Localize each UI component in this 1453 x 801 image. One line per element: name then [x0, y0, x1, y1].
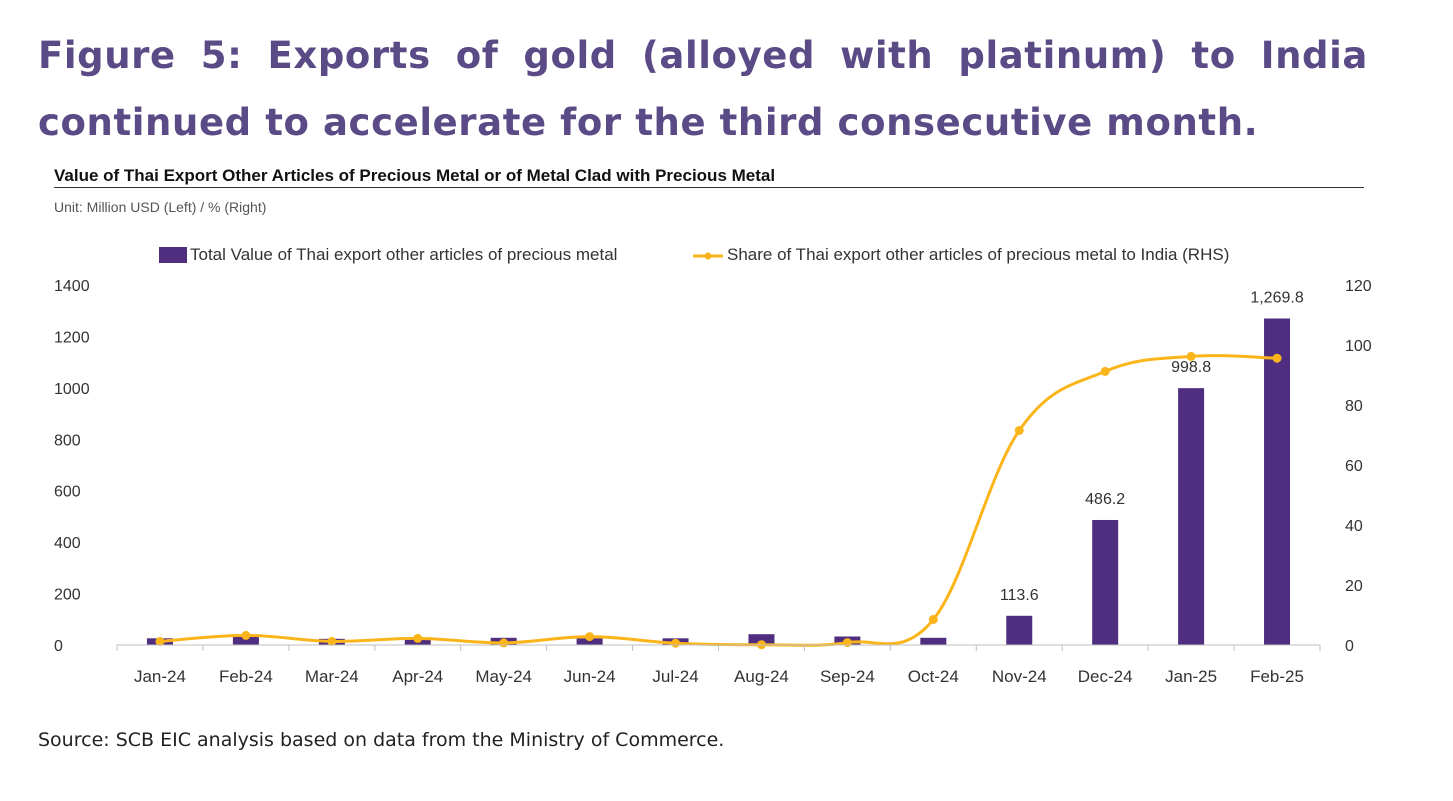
bar	[576, 638, 603, 645]
bar	[920, 637, 947, 645]
right-axis: 0 20 40 60 80 100 120	[1345, 278, 1372, 655]
line-point	[155, 636, 165, 646]
source-note: Source: SCB EIC analysis based on data f…	[38, 729, 725, 751]
right-tick-label: 60	[1345, 458, 1363, 475]
chart-title: Value of Thai Export Other Articles of P…	[54, 166, 776, 185]
x-tick-label: Aug-24	[734, 667, 789, 686]
line-point	[499, 638, 509, 648]
data-labels: 113.6 486.2 998.8 1,269.8	[1000, 289, 1304, 603]
left-tick-label: 1400	[54, 278, 90, 295]
legend: Total Value of Thai export other article…	[159, 245, 1229, 264]
line-point	[327, 636, 337, 646]
bar-value-label: 486.2	[1085, 491, 1125, 508]
x-tick-label: Apr-24	[392, 667, 443, 686]
bar-value-label: 1,269.8	[1250, 289, 1303, 306]
bar-value-label: 998.8	[1171, 359, 1211, 376]
x-tick-label: Sep-24	[820, 667, 875, 686]
x-tick-label: May-24	[475, 667, 532, 686]
right-tick-label: 120	[1345, 278, 1372, 295]
left-axis: 0 200 400 600 800 1000 1200 1400	[54, 278, 90, 655]
left-tick-label: 1200	[54, 329, 90, 346]
title-divider	[54, 187, 1364, 188]
x-tick-label: Mar-24	[305, 667, 359, 686]
x-tick-label: Jun-24	[564, 667, 616, 686]
x-axis: Jan-24 Feb-24 Mar-24 Apr-24 May-24 Jun-24 Jul-…	[116, 644, 1321, 686]
right-tick-label: 100	[1345, 338, 1372, 355]
line-point	[928, 615, 938, 624]
x-tick-label: Nov-24	[992, 667, 1047, 686]
left-tick-label: 0	[54, 638, 63, 655]
left-tick-label: 200	[54, 587, 81, 604]
right-tick-label: 40	[1345, 518, 1363, 535]
legend-line-marker	[704, 252, 712, 260]
x-tick-label: Feb-25	[1250, 667, 1304, 686]
combo-chart: Total Value of Thai export other article…	[54, 245, 1372, 686]
line-point	[1014, 426, 1024, 435]
left-tick-label: 400	[54, 535, 81, 552]
line-point	[585, 632, 595, 642]
bar	[748, 634, 775, 645]
right-tick-label: 80	[1345, 398, 1363, 415]
line-point	[1272, 353, 1282, 363]
unit-label: Unit: Million USD (Left) / % (Right)	[54, 199, 267, 215]
line-point	[842, 638, 852, 648]
bar	[1092, 519, 1119, 645]
x-tick-label: Jan-24	[134, 667, 186, 686]
x-tick-label: Jan-25	[1165, 667, 1217, 686]
bar	[1178, 388, 1205, 645]
right-tick-label: 0	[1345, 638, 1354, 655]
bar	[232, 636, 259, 645]
x-tick-label: Dec-24	[1078, 667, 1133, 686]
line-point	[1186, 351, 1196, 361]
left-tick-label: 1000	[54, 381, 90, 398]
figure-title: Figure 5: Exports of gold (alloyed with …	[38, 34, 1368, 144]
legend-line-label: Share of Thai export other articles of p…	[727, 245, 1229, 264]
right-tick-label: 20	[1345, 578, 1363, 595]
left-tick-label: 600	[54, 484, 81, 501]
bar-series	[146, 318, 1291, 645]
x-tick-label: Feb-24	[219, 667, 273, 686]
line-point	[671, 638, 681, 648]
x-tick-label: Jul-24	[652, 667, 698, 686]
bar	[1264, 318, 1291, 645]
bar	[1006, 615, 1033, 645]
line-point	[241, 630, 251, 640]
line-point	[1100, 366, 1110, 376]
x-tick-label: Oct-24	[908, 667, 959, 686]
line-point	[413, 633, 423, 643]
bar-value-label: 113.6	[1000, 587, 1039, 604]
legend-bar-label: Total Value of Thai export other article…	[190, 245, 617, 264]
left-tick-label: 800	[54, 432, 81, 449]
legend-bar-swatch	[159, 247, 187, 263]
